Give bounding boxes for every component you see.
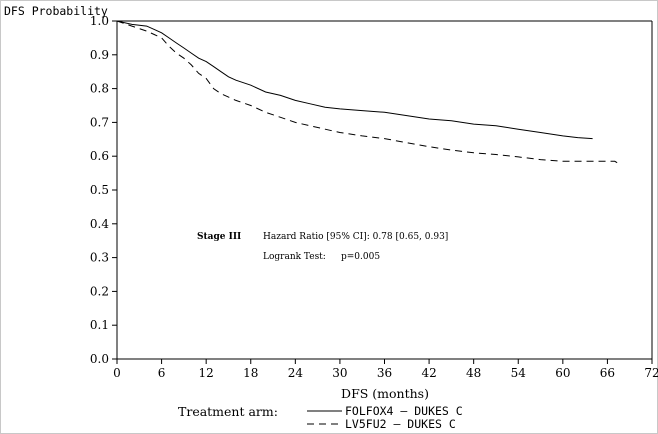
y-tick-label: 0.1 (90, 318, 109, 332)
x-tick-label: 18 (243, 366, 258, 380)
x-tick-label: 42 (421, 366, 436, 380)
y-tick-label: 0.7 (90, 115, 109, 129)
annotation-logrank-value: p=0.005 (341, 252, 381, 262)
x-ticks: 0 6 12 18 24 30 36 42 48 54 60 66 72 (113, 359, 658, 380)
y-tick-label: 0.5 (90, 183, 109, 197)
y-tick-label: 0.4 (90, 217, 109, 231)
annotation-logrank-label: Logrank Test: (263, 252, 326, 262)
y-tick-label: 0.6 (90, 149, 109, 163)
legend-title: Treatment arm: (178, 404, 278, 419)
series-line-lv5fu2 (116, 20, 619, 165)
x-axis-title: DFS (months) (341, 386, 429, 401)
x-tick-label: 12 (199, 366, 214, 380)
x-tick-label: 48 (466, 366, 481, 380)
x-tick-label: 24 (288, 366, 304, 380)
legend-lines (307, 410, 342, 425)
x-tick-label: 54 (511, 366, 527, 380)
y-tick-label: 0.2 (90, 284, 109, 298)
y-tick-label: 0.3 (90, 251, 109, 265)
x-tick-label: 0 (113, 366, 121, 380)
x-tick-label: 36 (377, 366, 392, 380)
legend-label-lv5fu2: LV5FU2 – DUKES C (345, 417, 456, 431)
annotation-hazard-ratio: Hazard Ratio [95% CI]: 0.78 [0.65, 0.93] (263, 232, 449, 242)
series-line-folfox4 (116, 20, 593, 140)
y-tick-label: 1.0 (90, 14, 109, 28)
series-group (116, 20, 619, 165)
legend-label-folfox4: FOLFOX4 – DUKES C (345, 404, 463, 418)
x-tick-label: 66 (600, 366, 615, 380)
x-tick-label: 60 (555, 366, 570, 380)
y-tick-label: 0.9 (90, 48, 109, 62)
y-tick-label: 0.0 (90, 352, 109, 366)
y-ticks: 0.0 0.1 0.2 0.3 0.4 0.5 0.6 0.7 0.8 0.9 1.0 (90, 14, 117, 366)
x-tick-label: 6 (158, 366, 166, 380)
annotation-stage: Stage III (197, 232, 242, 242)
x-tick-label: 72 (644, 366, 658, 380)
y-tick-label: 0.8 (90, 82, 109, 96)
x-tick-label: 30 (332, 366, 347, 380)
y-axis-title: DFS Probability (4, 4, 108, 18)
